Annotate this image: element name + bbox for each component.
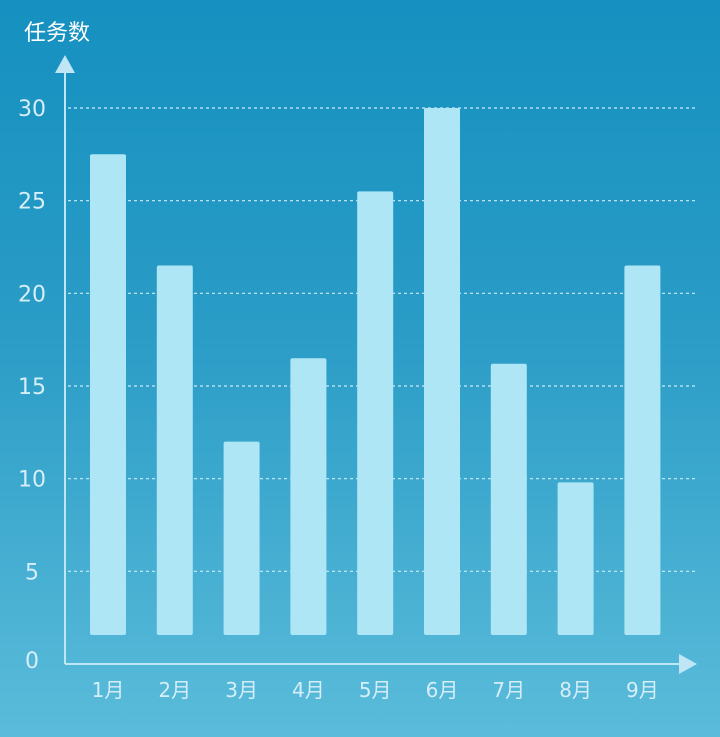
bar (290, 358, 327, 635)
y-tick-label: 10 (18, 468, 46, 493)
bar (557, 482, 594, 635)
y-tick-label: 20 (18, 282, 46, 307)
x-axis-arrow (679, 654, 697, 674)
bar (424, 108, 460, 635)
x-tick-label: 6月 (426, 678, 459, 702)
x-category-labels: 1月 2月 3月 4月 5月 6月 7月 8月 9月 (92, 678, 659, 702)
x-tick-label: 4月 (292, 678, 325, 702)
x-tick-label: 8月 (559, 678, 592, 702)
bar (624, 265, 661, 635)
y-tick-label: 0 (25, 649, 39, 674)
x-tick-label: 3月 (225, 678, 258, 702)
bar (357, 191, 394, 635)
y-tick-label: 5 (25, 560, 39, 585)
axes (55, 55, 697, 674)
bar (90, 154, 126, 636)
y-tick-label: 25 (18, 190, 46, 215)
bar (223, 441, 260, 635)
bars (90, 108, 661, 636)
y-tick-labels: 0 5 10 15 20 25 30 (18, 97, 46, 674)
x-tick-label: 9月 (626, 678, 659, 702)
y-tick-label: 15 (18, 375, 46, 400)
x-tick-label: 1月 (92, 678, 125, 702)
y-tick-label: 30 (18, 97, 46, 122)
x-tick-label: 5月 (359, 678, 392, 702)
y-axis-arrow (55, 55, 75, 73)
bar (490, 363, 527, 635)
x-tick-label: 2月 (158, 678, 191, 702)
x-tick-label: 7月 (492, 678, 525, 702)
bar (156, 265, 193, 635)
y-axis-label: 任务数 (24, 21, 90, 46)
